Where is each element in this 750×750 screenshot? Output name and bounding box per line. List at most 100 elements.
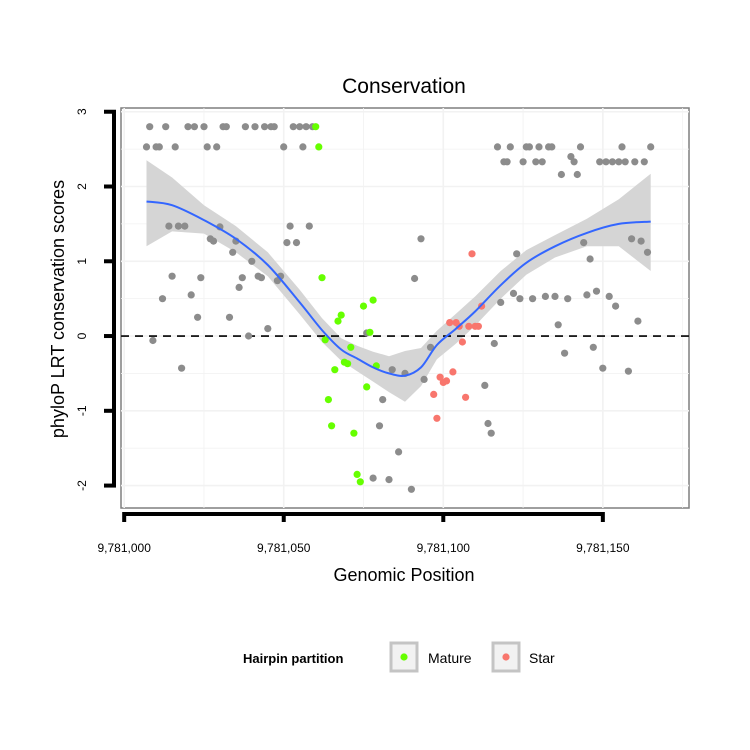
point-other — [513, 250, 521, 258]
point-other — [573, 170, 581, 179]
point-star — [458, 338, 466, 346]
point-other — [241, 123, 249, 131]
point-other — [541, 292, 550, 300]
point-other — [178, 364, 186, 372]
point-other — [490, 339, 498, 348]
point-other — [235, 283, 243, 291]
point-other — [296, 123, 304, 131]
point-other — [551, 292, 559, 300]
point-other — [570, 158, 578, 166]
point-star — [468, 250, 476, 258]
point-other — [238, 274, 246, 282]
grid — [121, 108, 689, 508]
legend: Hairpin partition Mature Star — [243, 641, 555, 673]
point-other — [142, 143, 151, 151]
point-other — [375, 422, 384, 430]
point-other — [481, 381, 489, 389]
point-other — [624, 367, 633, 375]
y-tick-label: -2 — [75, 480, 89, 491]
point-other — [280, 143, 288, 151]
point-other — [168, 272, 176, 280]
legend-swatch-star — [502, 653, 510, 661]
point-other — [261, 123, 269, 131]
x-axis-label: Genomic Position — [333, 565, 474, 585]
point-other — [634, 317, 642, 325]
y-tick-label: 0 — [75, 332, 89, 339]
point-other — [557, 170, 566, 179]
y-tick-label: 1 — [75, 258, 89, 265]
smooth-line — [146, 200, 651, 377]
point-other — [222, 123, 230, 131]
point-other — [299, 143, 307, 151]
point-other — [497, 298, 505, 306]
point-other — [519, 158, 527, 166]
point-star — [430, 390, 438, 398]
point-other — [580, 239, 588, 247]
point-other — [596, 158, 604, 166]
plot-panel — [120, 107, 690, 509]
point-other — [158, 295, 167, 303]
point-other — [369, 474, 377, 482]
point-mature — [318, 274, 326, 282]
point-other — [225, 313, 234, 321]
x-tick-label: 9,781,150 — [576, 541, 630, 555]
point-mature — [369, 296, 377, 304]
point-star — [474, 322, 482, 330]
point-mature — [366, 328, 374, 336]
point-other — [564, 295, 572, 303]
point-other — [184, 123, 192, 131]
point-star — [462, 393, 470, 401]
point-other — [516, 295, 524, 303]
y-tick-label: 3 — [75, 108, 89, 115]
point-other — [283, 239, 291, 247]
point-other — [487, 429, 495, 437]
point-other — [484, 419, 492, 428]
point-other — [640, 158, 648, 166]
point-other — [245, 332, 253, 340]
points-other — [142, 123, 655, 493]
point-other — [171, 143, 179, 151]
point-other — [535, 143, 543, 151]
point-other — [509, 289, 518, 297]
point-other — [602, 158, 610, 166]
x-tick-label: 9,781,050 — [257, 541, 311, 555]
point-mature — [363, 383, 371, 391]
point-other — [503, 158, 511, 166]
point-mature — [350, 429, 358, 437]
point-other — [213, 143, 221, 151]
point-other — [251, 123, 259, 131]
point-other — [538, 158, 546, 166]
point-other — [592, 287, 601, 295]
y-axis: -2 -1 0 1 2 3 — [75, 108, 116, 491]
y-tick-label: 2 — [75, 183, 89, 190]
point-other — [174, 222, 182, 230]
point-mature — [337, 311, 345, 319]
point-other — [615, 158, 623, 166]
point-mature — [359, 302, 368, 310]
point-mature — [334, 317, 342, 325]
point-star — [446, 319, 454, 327]
point-other — [420, 375, 428, 383]
point-other — [561, 349, 569, 357]
point-mature — [324, 396, 332, 404]
point-other — [209, 237, 218, 245]
point-other — [411, 274, 419, 283]
legend-swatch-mature — [400, 653, 408, 661]
point-other — [229, 248, 237, 256]
x-axis: 9,781,000 9,781,050 9,781,100 9,781,150 — [97, 512, 630, 555]
point-other — [289, 123, 297, 131]
point-other — [589, 343, 597, 351]
legend-label-star: Star — [529, 650, 555, 666]
point-other — [181, 222, 189, 230]
point-other — [599, 364, 607, 372]
points-mature — [312, 123, 380, 486]
legend-title: Hairpin partition — [243, 651, 343, 666]
point-other — [155, 143, 163, 151]
point-other — [417, 235, 425, 243]
point-other — [525, 143, 534, 151]
x-tick-label: 9,781,100 — [417, 541, 471, 555]
point-other — [270, 123, 278, 131]
point-other — [286, 222, 294, 230]
point-other — [643, 248, 652, 256]
point-other — [532, 158, 540, 166]
